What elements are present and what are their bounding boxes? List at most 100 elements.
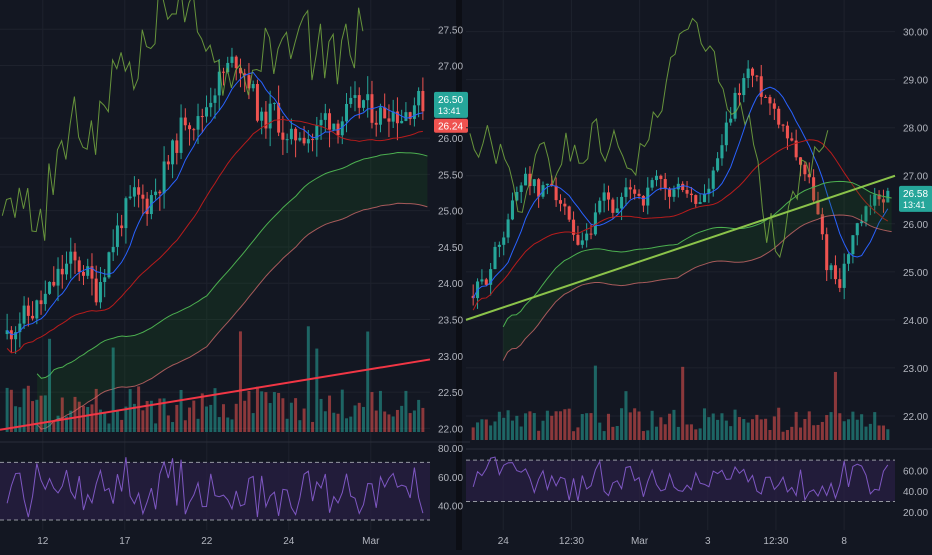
right-volume-bar (803, 418, 807, 440)
left-volume-bar (175, 404, 179, 432)
left-candle-body (362, 100, 365, 108)
left-candle-body (395, 111, 399, 124)
right-candle-body (781, 124, 785, 126)
right-volume-bar (724, 420, 728, 440)
left-candle-body (48, 281, 52, 294)
right-volume-bar (851, 411, 855, 440)
right-volume-bar (833, 371, 837, 440)
left-candle-body (128, 196, 132, 199)
left-last-price-badge (434, 91, 468, 118)
left-rsi-line (6, 457, 424, 518)
left-volume-bar (128, 389, 132, 432)
left-candle-body (183, 117, 187, 126)
left-price-tick-label: 27.00 (438, 62, 463, 73)
left-candle-body (179, 117, 183, 153)
right-leading-span-b (502, 214, 892, 361)
right-lagging-span (469, 17, 829, 259)
left-price-tick-label: 22.50 (438, 388, 463, 399)
right-volume-bar (698, 428, 702, 440)
right-time-tick-label: 24 (498, 536, 510, 547)
left-volume-bar (86, 406, 90, 432)
left-candle-body (56, 268, 60, 286)
left-price-tick-label: 25.50 (438, 170, 463, 181)
left-candle-body (260, 111, 264, 121)
right-candle-body (663, 179, 667, 189)
left-base-line-badge (434, 118, 468, 133)
right-candle-body (646, 187, 650, 206)
left-volume-bar (200, 393, 204, 432)
right-volume-bar (550, 415, 554, 440)
left-candle-body (281, 132, 285, 140)
right-volume-bar (729, 426, 733, 440)
right-candle-body (641, 195, 645, 206)
left-candle-body (302, 137, 306, 144)
right-candle-body (602, 192, 606, 201)
right-candle-body (576, 234, 580, 245)
right-candle-body (755, 75, 759, 77)
left-volume-bar (154, 423, 158, 432)
right-candle-body (833, 265, 837, 280)
right-volume-bar (558, 411, 563, 440)
right-candle-body (720, 145, 724, 159)
right-volume-bar (855, 419, 859, 440)
left-volume-bar (328, 395, 332, 432)
left-candle-body (319, 119, 323, 126)
right-volume-bar (676, 426, 680, 440)
right-candle-body (567, 206, 571, 220)
left-base-line-price-label: 26.24 (438, 122, 463, 133)
left-candle-body (349, 97, 353, 104)
right-volume-bar (593, 365, 597, 440)
right-candle-body (593, 212, 597, 235)
right-candle-body (615, 208, 619, 213)
right-volume-bar (497, 411, 501, 440)
right-candle-body (746, 68, 750, 79)
left-ichimoku-cloud (37, 152, 428, 430)
left-volume-bar (60, 397, 64, 432)
right-candle-body (550, 183, 554, 186)
right-volume-bar (519, 426, 523, 440)
left-volume-bar (400, 405, 404, 432)
right-volume-bar (567, 408, 571, 440)
right-volume-bar (807, 411, 811, 440)
left-candle-body (340, 121, 344, 136)
right-candle-body (711, 170, 715, 189)
right-volume-bar (637, 411, 641, 440)
left-rsi-tick-label: 40.00 (438, 502, 463, 513)
left-candle-body (408, 112, 412, 119)
left-candle-body (209, 102, 213, 108)
right-time-tick-label: 12:30 (763, 536, 788, 547)
left-candle-body (243, 73, 247, 76)
left-volume-bar (332, 412, 336, 432)
left-candle-body (345, 103, 348, 122)
left-base-line (6, 118, 423, 354)
left-lagging-span (1, 0, 364, 241)
left-volume-bar (137, 386, 141, 432)
right-volume-bar (847, 419, 851, 440)
left-candle-body (166, 161, 170, 165)
left-volume-bar (222, 404, 225, 432)
left-volume-bar (26, 385, 30, 432)
left-candle-body (154, 191, 158, 196)
left-volume-bar (272, 392, 276, 432)
right-trend-line (465, 174, 896, 321)
left-candle-body (277, 102, 281, 133)
right-candle-body (825, 234, 829, 271)
right-volume-bar (716, 419, 720, 440)
left-volume-bar (90, 404, 94, 432)
left-candle-body (103, 277, 107, 283)
right-candle-body (777, 108, 781, 125)
left-volume-bar (370, 392, 374, 432)
right-volume-bar (733, 409, 737, 440)
right-candle-body (497, 244, 501, 247)
right-candle-body (598, 200, 602, 213)
left-candle-body (14, 332, 18, 340)
left-candle-body (158, 191, 162, 194)
right-volume-bar (598, 422, 602, 440)
right-volume-bar (864, 426, 868, 440)
left-volume-bar (289, 402, 293, 432)
left-price-tick-label: 26.00 (438, 134, 463, 145)
right-volume-bar (820, 421, 824, 440)
right-volume-bar (641, 431, 645, 440)
left-candle-body (353, 95, 357, 98)
left-volume-bar (421, 407, 425, 432)
